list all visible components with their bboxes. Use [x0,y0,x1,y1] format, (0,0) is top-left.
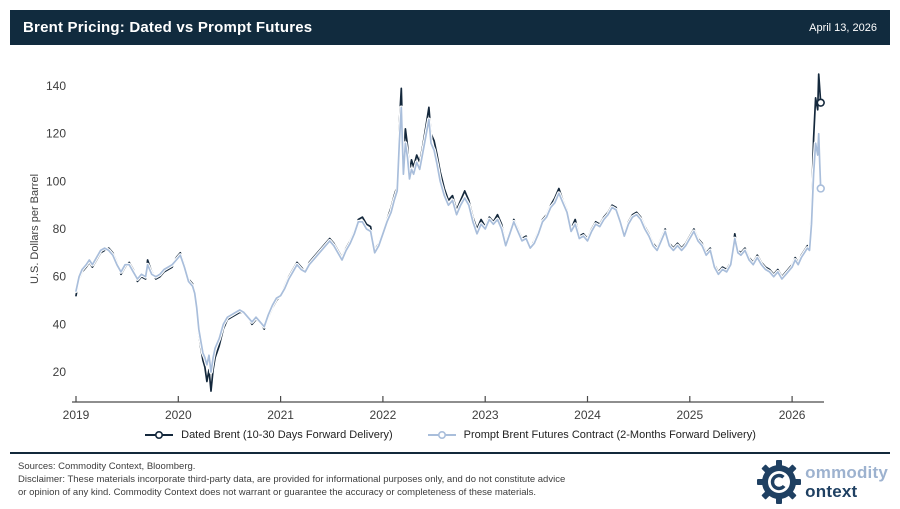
series-end-marker-0 [816,98,825,107]
report-date: April 13, 2026 [809,21,877,34]
x-tick-label: 2019 [63,408,90,422]
logo-text: ommodity ontext [805,463,888,501]
y-tick-label: 120 [46,127,66,141]
x-tick-label: 2024 [574,408,601,422]
chart-legend: Dated Brent (10-30 Days Forward Delivery… [0,426,900,444]
series-line-1 [75,106,822,373]
legend-item-prompt-futures: Prompt Brent Futures Contract (2-Months … [427,429,756,441]
x-tick-label: 2020 [165,408,192,422]
page-title: Brent Pricing: Dated vs Prompt Futures [23,19,313,36]
y-tick-label: 140 [46,79,66,93]
footer-divider [10,452,890,454]
price-chart: 20 40 60 80 100 120 140 U.S. Dollars per Barrel… [29,73,825,422]
series-end-marker-1 [816,184,825,193]
title-bar: Brent Pricing: Dated vs Prompt Futures A… [10,10,890,45]
x-tick-label: 2023 [472,408,499,422]
legend-label-prompt-futures: Prompt Brent Futures Contract (2-Months … [463,429,756,441]
disclaimer-text: Disclaimer: These materials incorporate … [18,473,566,498]
y-tick-label: 100 [46,174,66,188]
series-line-casing [74,105,823,374]
logo-word-commodity: ommodity [805,463,888,482]
dated-brent-line-marker-icon [145,430,174,440]
y-axis-label: U.S. Dollars per Barrel [29,174,41,284]
commodity-context-logo: ommodity ontext [755,457,888,507]
prompt-futures-line-marker-icon [427,430,456,440]
legend-item-dated-brent: Dated Brent (10-30 Days Forward Delivery… [144,429,393,441]
y-tick-label: 60 [53,270,67,284]
series-line-0 [75,73,822,392]
y-tick-label: 20 [53,365,67,379]
y-tick-label: 80 [53,222,67,236]
sources-text: Sources: Commodity Context, Bloomberg. [18,461,196,472]
footnotes: Sources: Commodity Context, Bloomberg. D… [18,461,566,499]
y-tick-label: 40 [53,317,67,331]
x-tick-label: 2021 [267,408,294,422]
x-tick-label: 2025 [676,408,703,422]
logo-word-context: ontext [805,482,858,501]
x-tick-label: 2026 [779,408,806,422]
gear-icon [757,460,802,504]
x-tick-label: 2022 [370,408,397,422]
legend-label-dated-brent: Dated Brent (10-30 Days Forward Delivery… [181,429,393,441]
